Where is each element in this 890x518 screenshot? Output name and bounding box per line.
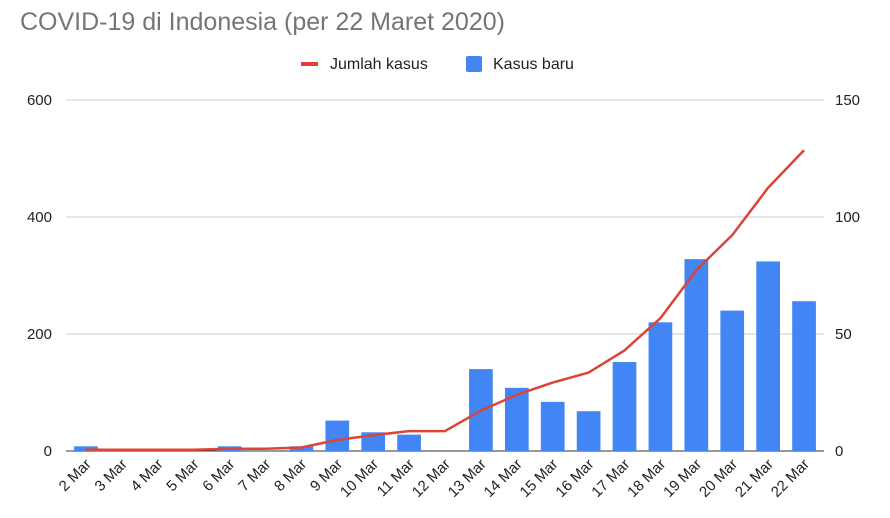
bar <box>648 322 673 451</box>
x-tick-label: 12 Mar <box>409 456 454 501</box>
left-tick-label: 600 <box>27 92 52 109</box>
bar <box>720 310 745 451</box>
gridlines <box>66 99 824 452</box>
x-tick-label: 7 Mar <box>235 456 274 495</box>
chart-title: COVID-19 di Indonesia (per 22 Maret 2020… <box>20 8 505 36</box>
bar <box>325 420 350 451</box>
x-tick-label: 19 Mar <box>660 456 705 501</box>
bar-series-kasus-baru <box>74 259 816 451</box>
right-tick-label: 50 <box>835 326 852 343</box>
x-tick-label: 2 Mar <box>56 456 95 495</box>
x-tick-label: 3 Mar <box>92 456 131 495</box>
x-tick-label: 6 Mar <box>199 456 238 495</box>
legend: Jumlah kasus Kasus baru <box>301 56 574 73</box>
bar <box>612 362 637 451</box>
bar <box>397 434 421 451</box>
bar <box>576 411 601 451</box>
legend-label-jumlah-kasus: Jumlah kasus <box>330 56 428 73</box>
x-tick-label: 21 Mar <box>732 456 777 501</box>
line-series-jumlah-kasus <box>86 149 805 452</box>
left-tick-label: 200 <box>27 326 52 343</box>
bar <box>74 446 98 451</box>
x-tick-label: 18 Mar <box>624 456 669 501</box>
bar <box>540 401 565 451</box>
legend-bar-swatch <box>466 56 482 72</box>
x-tick-label: 17 Mar <box>588 456 633 501</box>
x-tick-label: 14 Mar <box>481 456 526 501</box>
left-tick-label: 400 <box>27 209 52 226</box>
left-axis: 0 200 400 600 <box>27 92 52 460</box>
x-tick-label: 11 Mar <box>374 456 418 500</box>
x-tick-label: 8 Mar <box>271 456 310 495</box>
x-tick-label: 10 Mar <box>337 456 382 501</box>
legend-label-kasus-baru: Kasus baru <box>493 56 574 73</box>
right-tick-label: 150 <box>835 92 860 109</box>
x-tick-label: 22 Mar <box>768 456 813 501</box>
bar <box>684 259 709 451</box>
right-tick-label: 0 <box>835 443 843 460</box>
x-tick-label: 5 Mar <box>163 456 202 495</box>
x-tick-label: 20 Mar <box>696 456 741 501</box>
bar <box>504 387 529 451</box>
left-tick-label: 0 <box>44 443 52 460</box>
series-line <box>86 149 805 452</box>
x-tick-label: 13 Mar <box>445 456 490 501</box>
x-tick-label: 4 Mar <box>127 456 166 495</box>
bar <box>792 301 816 451</box>
x-tick-label: 15 Mar <box>517 456 562 501</box>
right-tick-label: 100 <box>835 209 860 226</box>
bar <box>756 261 780 451</box>
x-tick-label: 16 Mar <box>552 456 597 501</box>
right-axis: 0 50 100 150 <box>835 92 860 460</box>
